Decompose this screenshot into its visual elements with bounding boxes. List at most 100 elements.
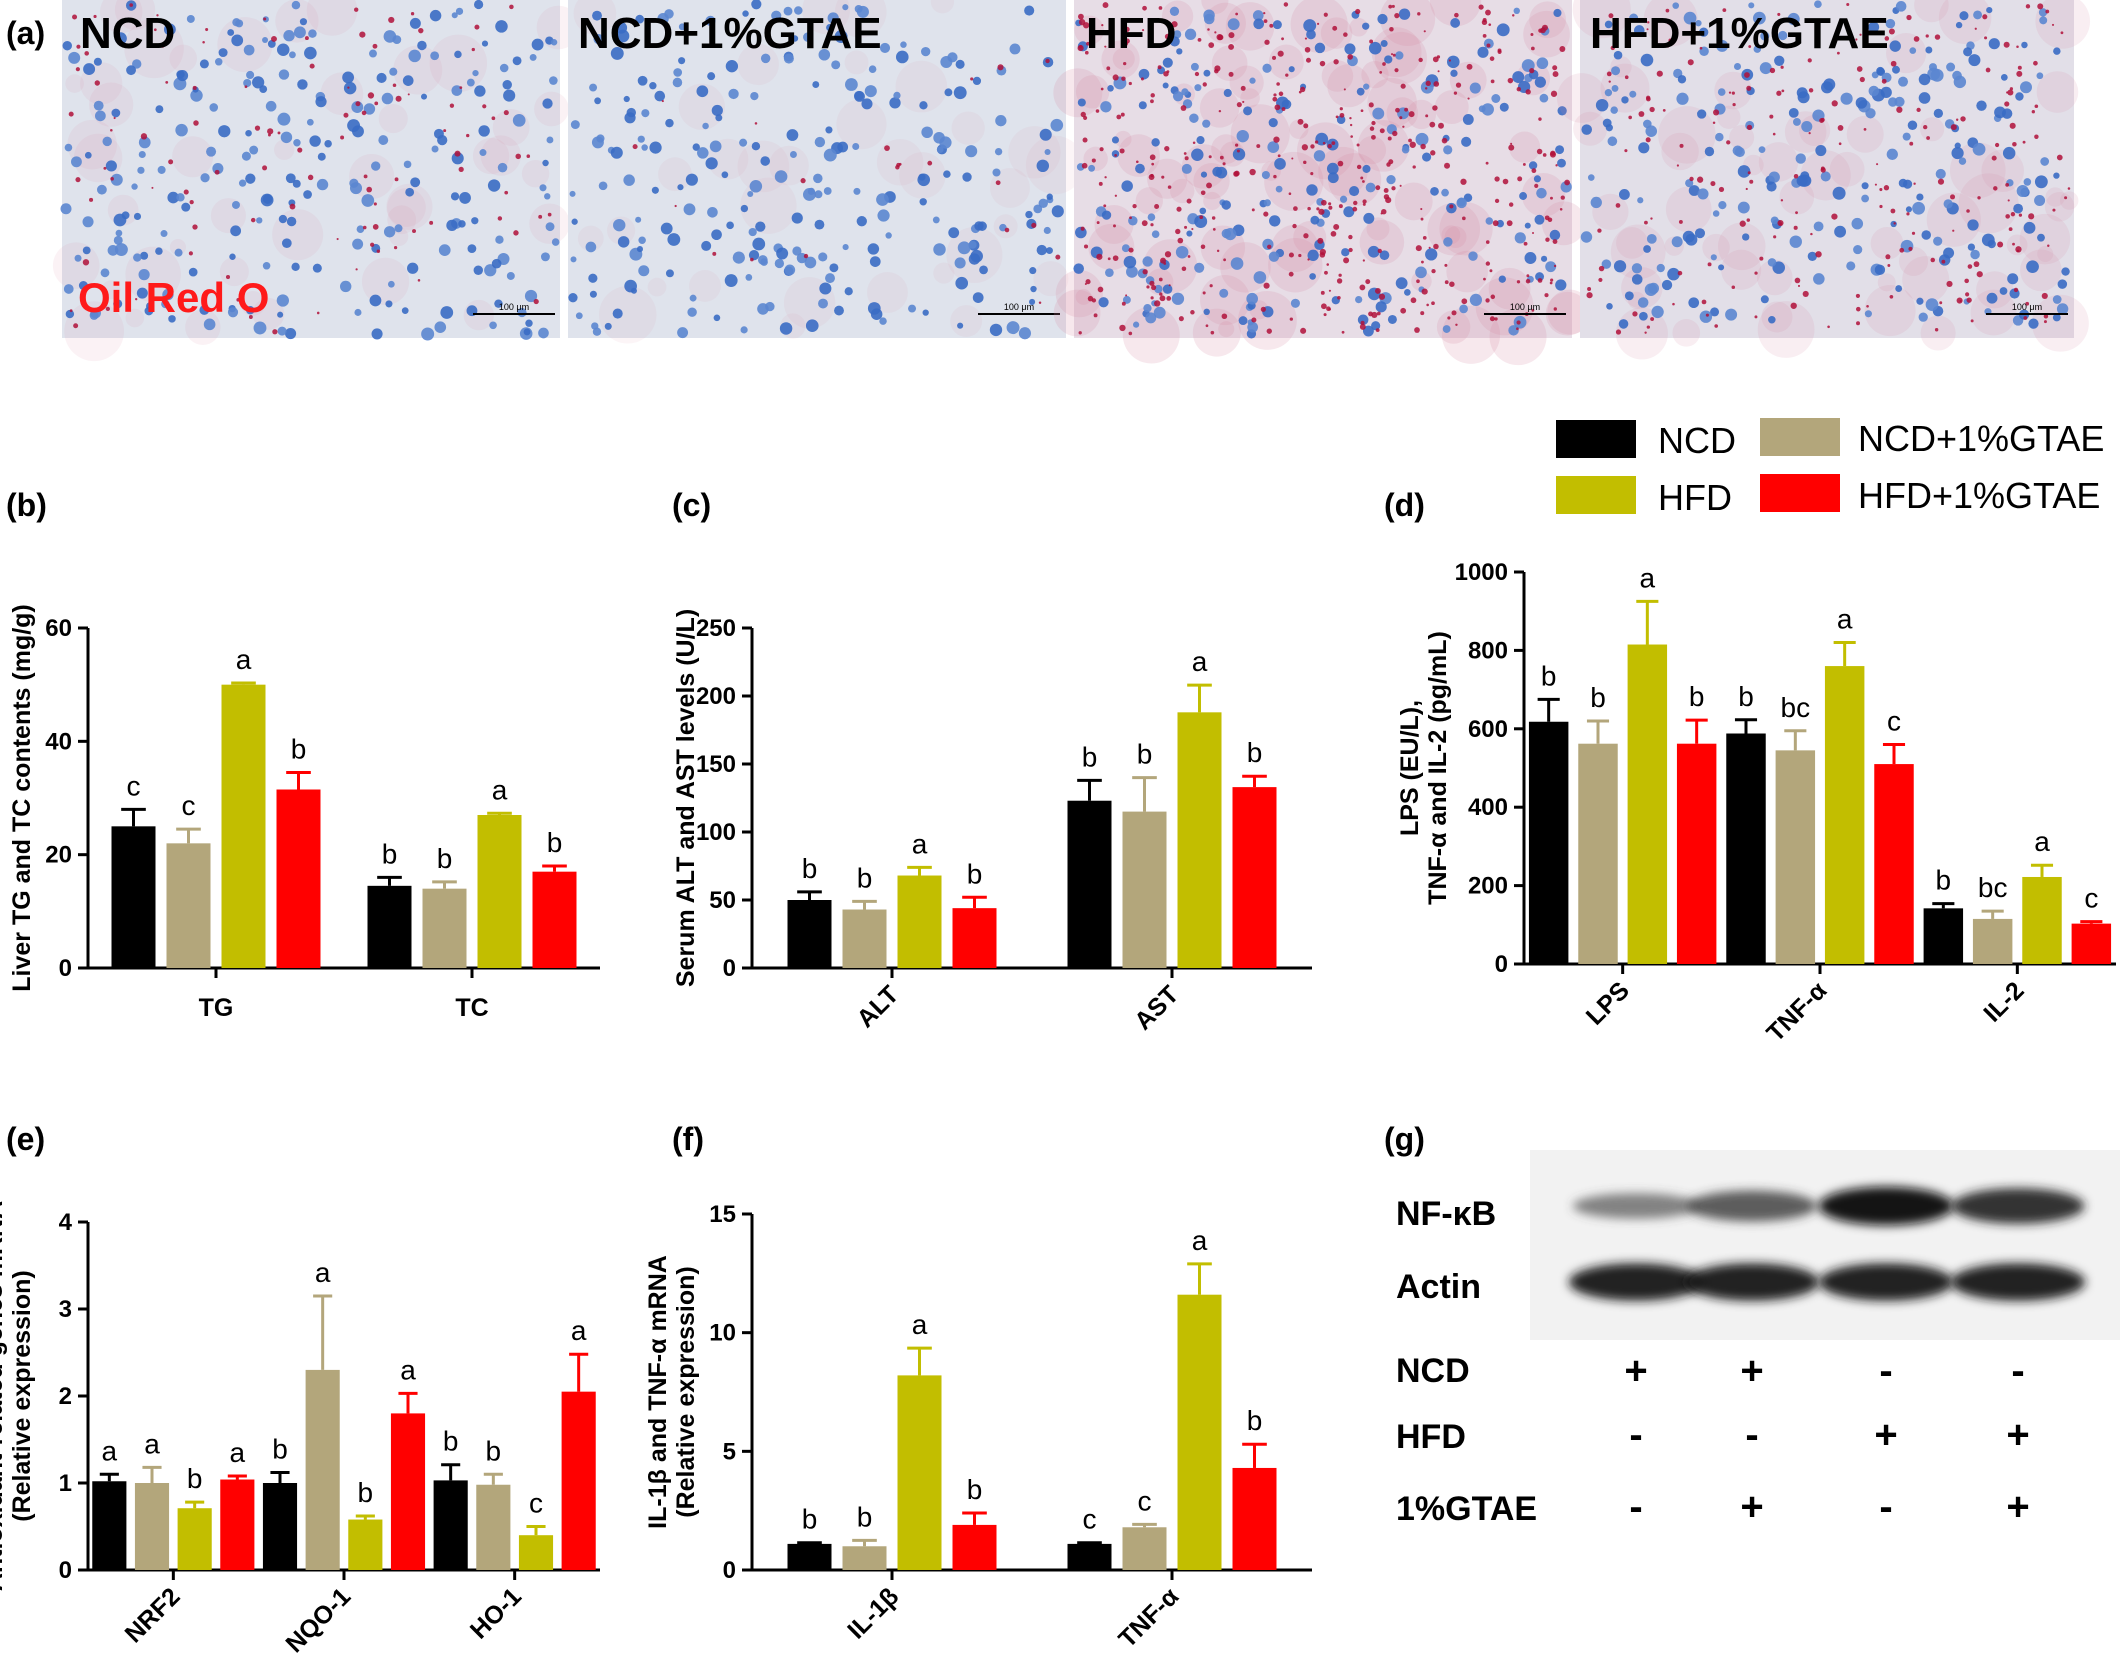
lipid-droplet: [1276, 82, 1280, 86]
tissue-patch: [1914, 0, 1949, 23]
nucleus-dot: [352, 238, 364, 250]
lipid-droplet: [1310, 172, 1314, 176]
lipid-droplet: [1119, 324, 1126, 332]
category-label: HO-1: [465, 1582, 527, 1644]
lipid-droplet: [1701, 299, 1707, 305]
nucleus-dot: [1553, 8, 1562, 18]
lipid-droplet: [503, 110, 509, 116]
tissue-patch: [1672, 319, 1701, 347]
tissue-patch: [1289, 119, 1309, 139]
nucleus-dot: [292, 179, 301, 188]
nucleus-dot: [1238, 316, 1248, 326]
nucleus-dot: [94, 110, 106, 122]
nucleus-dot: [276, 294, 289, 307]
significance-letter: b: [486, 1435, 502, 1466]
nucleus-dot: [678, 23, 686, 31]
nucleus-dot: [542, 159, 549, 167]
nucleus-dot: [613, 218, 626, 232]
legend-label: NCD: [1658, 420, 1736, 461]
lipid-droplet: [1808, 88, 1814, 93]
lipid-droplet: [189, 199, 194, 205]
nucleus-dot: [1524, 252, 1537, 264]
lipid-droplet: [1141, 29, 1145, 32]
panel-label-b: (b): [6, 487, 47, 523]
nucleus-dot: [610, 46, 624, 60]
nucleus-dot: [284, 327, 297, 340]
nucleus-dot: [1760, 295, 1769, 304]
lipid-droplet: [1146, 285, 1150, 289]
lipid-droplet: [1483, 277, 1486, 281]
lipid-droplet: [1597, 228, 1602, 233]
lipid-droplet: [1320, 290, 1325, 295]
tissue-patch: [1075, 288, 1092, 305]
nucleus-dot: [2034, 194, 2046, 207]
lipid-droplet: [1207, 28, 1210, 31]
tissue-patch: [534, 91, 569, 127]
lipid-droplet: [1952, 229, 1955, 232]
lipid-droplet: [1672, 302, 1675, 306]
lipid-droplet: [1973, 261, 1980, 268]
nucleus-dot: [1717, 88, 1726, 96]
lipid-droplet: [347, 86, 350, 89]
nucleus-dot: [732, 251, 745, 264]
lipid-droplet: [1553, 264, 1557, 268]
nucleus-dot: [378, 135, 389, 145]
lipid-droplet: [1214, 65, 1221, 72]
nucleus-dot: [144, 306, 154, 316]
lipid-droplet: [803, 253, 809, 259]
nucleus-dot: [161, 299, 170, 309]
lipid-droplet: [75, 67, 80, 72]
nucleus-dot: [814, 136, 826, 148]
nucleus-dot: [1595, 98, 1609, 112]
lipid-droplet: [1121, 76, 1126, 81]
lipid-droplet: [1307, 206, 1311, 211]
nucleus-dot: [1203, 9, 1215, 21]
lipid-droplet: [1273, 93, 1277, 97]
nucleus-dot: [1820, 171, 1831, 182]
nucleus-dot: [900, 41, 907, 48]
nucleus-dot: [82, 216, 94, 228]
significance-letter: b: [382, 838, 398, 869]
nucleus-dot: [1933, 236, 1943, 246]
tissue-patch: [114, 0, 156, 30]
significance-letter: b: [1541, 660, 1557, 691]
lipid-droplet: [712, 251, 717, 256]
nucleus-dot: [1253, 18, 1265, 30]
lipid-droplet: [927, 160, 933, 166]
tissue-patch: [1870, 227, 1904, 260]
lipid-droplet: [1855, 293, 1861, 298]
lipid-droplet: [1516, 327, 1519, 331]
tissue-patch: [480, 135, 522, 176]
significance-letter: b: [857, 862, 873, 893]
lipid-droplet: [1197, 37, 1202, 42]
lipid-droplet: [1615, 329, 1622, 335]
nucleus-dot: [343, 81, 357, 95]
nucleus-dot: [324, 139, 332, 148]
nucleus-dot: [649, 82, 657, 90]
nucleus-dot: [2056, 303, 2069, 315]
nucleus-dot: [1377, 13, 1388, 25]
lipid-droplet: [2060, 31, 2064, 35]
lipid-droplet: [370, 242, 375, 247]
nucleus-dot: [1988, 38, 2000, 50]
nucleus-dot: [1135, 163, 1145, 174]
lipid-droplet: [1966, 209, 1970, 213]
tissue-patch: [1729, 125, 1755, 151]
lipid-droplet: [1328, 289, 1332, 292]
significance-letter: b: [1738, 681, 1754, 712]
lipid-droplet: [1142, 5, 1147, 11]
nucleus-dot: [1232, 148, 1246, 161]
bar: [787, 1543, 832, 1570]
nucleus-dot: [245, 129, 252, 137]
nucleus-dot: [369, 49, 377, 58]
lipid-droplet: [1550, 90, 1558, 97]
nucleus-dot: [1889, 40, 1901, 52]
lipid-droplet: [1991, 155, 1997, 161]
nucleus-dot: [531, 38, 544, 51]
lipid-droplet: [1644, 331, 1647, 334]
lipid-droplet: [297, 147, 303, 153]
nucleus-dot: [1963, 47, 1973, 57]
lipid-droplet: [1428, 246, 1431, 249]
nucleus-dot: [1309, 273, 1316, 280]
